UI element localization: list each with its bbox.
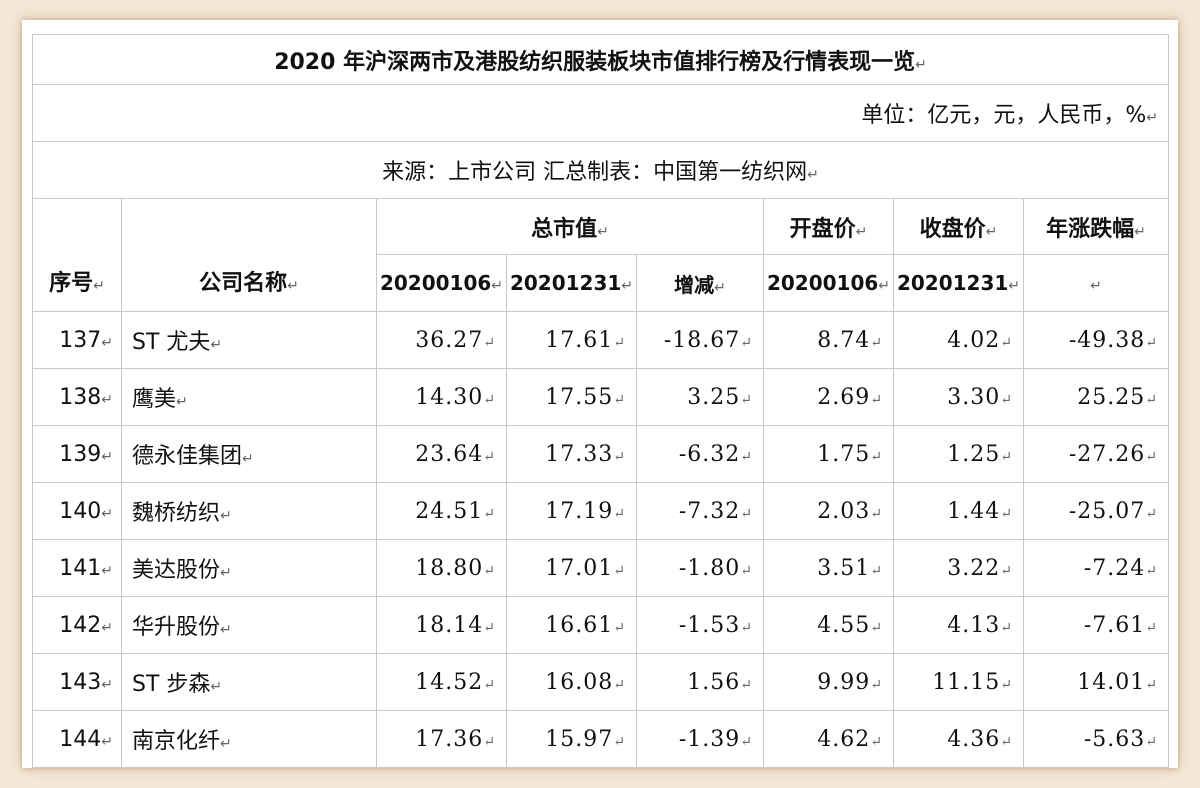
- cell-mc-start: 17.36↵: [376, 710, 507, 768]
- cell-mc-start: 18.14↵: [376, 596, 507, 654]
- cell-mc-start: 23.64↵: [376, 425, 507, 483]
- cell-mc-change: -18.67↵: [636, 311, 764, 369]
- cell-close: 4.02↵: [893, 311, 1024, 369]
- cell-close: 4.13↵: [893, 596, 1024, 654]
- cell-change: -7.61↵: [1022, 596, 1170, 654]
- cell-company: 鹰美↵: [121, 368, 377, 426]
- cell-company: 华升股份↵: [121, 596, 377, 654]
- cell-close: 4.36↵: [893, 710, 1024, 768]
- cell-change: -49.38↵: [1022, 311, 1170, 369]
- header-close-price: 收盘价↵: [893, 198, 1024, 255]
- cell-mc-start: 14.30↵: [376, 368, 507, 426]
- cell-change: -7.24↵: [1022, 539, 1170, 597]
- cell-change: 25.25↵: [1022, 368, 1170, 426]
- cell-company: 德永佳集团↵: [121, 425, 377, 483]
- cell-company: ST 尤夫↵: [121, 311, 377, 369]
- document-frame: 2020 年沪深两市及港股纺织服装板块市值排行榜及行情表现一览↵ 单位：亿元，元…: [22, 20, 1178, 768]
- unit-note: 单位：亿元，元，人民币，%↵: [31, 84, 1170, 142]
- cell-mc-change: 1.56↵: [636, 653, 764, 711]
- cell-index: 140↵: [32, 482, 122, 540]
- cell-company: ST 步森↵: [121, 653, 377, 711]
- table-row: 138↵ 鹰美↵ 14.30↵ 17.55↵ 3.25↵ 2.69↵ 3.30↵…: [32, 368, 1170, 426]
- cell-index: 143↵: [32, 653, 122, 711]
- cell-mc-start: 24.51↵: [376, 482, 507, 540]
- cell-open: 9.99↵: [763, 653, 894, 711]
- header-mc-change: 增减↵: [636, 254, 764, 312]
- cell-mc-change: -1.80↵: [636, 539, 764, 597]
- cell-mc-start: 14.52↵: [376, 653, 507, 711]
- table-row: 141↵ 美达股份↵ 18.80↵ 17.01↵ -1.80↵ 3.51↵ 3.…: [32, 539, 1170, 597]
- header-close-date: 20201231↵: [893, 254, 1024, 312]
- cell-mc-end: 17.61↵: [506, 311, 637, 369]
- market-cap-table: 2020 年沪深两市及港股纺织服装板块市值排行榜及行情表现一览↵ 单位：亿元，元…: [31, 34, 1170, 768]
- table-row: 137↵ ST 尤夫↵ 36.27↵ 17.61↵ -18.67↵ 8.74↵ …: [32, 311, 1170, 369]
- cell-change: -27.26↵: [1022, 425, 1170, 483]
- cell-mc-change: -7.32↵: [636, 482, 764, 540]
- cell-change: -5.63↵: [1022, 710, 1170, 768]
- cell-company: 魏桥纺织↵: [121, 482, 377, 540]
- cell-mc-end: 16.08↵: [506, 653, 637, 711]
- cell-open: 4.55↵: [763, 596, 894, 654]
- cell-mc-end: 15.97↵: [506, 710, 637, 768]
- cell-open: 2.69↵: [763, 368, 894, 426]
- header-mc-start: 20200106↵: [376, 254, 507, 312]
- cell-mc-change: -1.39↵: [636, 710, 764, 768]
- table-row: 143↵ ST 步森↵ 14.52↵ 16.08↵ 1.56↵ 9.99↵ 11…: [32, 653, 1170, 711]
- header-open-price: 开盘价↵: [763, 198, 894, 255]
- table-row: 139↵ 德永佳集团↵ 23.64↵ 17.33↵ -6.32↵ 1.75↵ 1…: [32, 425, 1170, 483]
- cell-open: 1.75↵: [763, 425, 894, 483]
- cell-index: 138↵: [32, 368, 122, 426]
- cell-mc-end: 16.61↵: [506, 596, 637, 654]
- cell-open: 8.74↵: [763, 311, 894, 369]
- cell-close: 3.22↵: [893, 539, 1024, 597]
- cell-change: -25.07↵: [1022, 482, 1170, 540]
- cell-mc-end: 17.01↵: [506, 539, 637, 597]
- cell-mc-start: 36.27↵: [376, 311, 507, 369]
- cell-close: 11.15↵: [893, 653, 1024, 711]
- cell-mc-end: 17.33↵: [506, 425, 637, 483]
- cell-mc-end: 17.19↵: [506, 482, 637, 540]
- cell-index: 141↵: [32, 539, 122, 597]
- cell-index: 139↵: [32, 425, 122, 483]
- cell-mc-change: -6.32↵: [636, 425, 764, 483]
- header-market-cap: 总市值↵: [376, 198, 764, 255]
- cell-company: 美达股份↵: [121, 539, 377, 597]
- cell-change: 14.01↵: [1022, 653, 1170, 711]
- cell-open: 3.51↵: [763, 539, 894, 597]
- cell-close: 1.44↵: [893, 482, 1024, 540]
- cell-company: 南京化纤↵: [121, 710, 377, 768]
- cell-index: 142↵: [32, 596, 122, 654]
- table-row: 142↵ 华升股份↵ 18.14↵ 16.61↵ -1.53↵ 4.55↵ 4.…: [32, 596, 1170, 654]
- cell-index: 144↵: [32, 710, 122, 768]
- header-company: 公司名称↵: [121, 198, 377, 312]
- cell-mc-start: 18.80↵: [376, 539, 507, 597]
- header-open-date: 20200106↵: [763, 254, 894, 312]
- header-mc-end: 20201231↵: [506, 254, 637, 312]
- cell-mc-change: -1.53↵: [636, 596, 764, 654]
- table-row: 144↵ 南京化纤↵ 17.36↵ 15.97↵ -1.39↵ 4.62↵ 4.…: [32, 710, 1170, 768]
- cell-mc-end: 17.55↵: [506, 368, 637, 426]
- header-annual-change: 年涨跌幅↵: [1022, 198, 1170, 255]
- cell-close: 1.25↵: [893, 425, 1024, 483]
- cell-open: 4.62↵: [763, 710, 894, 768]
- cell-index: 137↵: [32, 311, 122, 369]
- table-row: 140↵ 魏桥纺织↵ 24.51↵ 17.19↵ -7.32↵ 2.03↵ 1.…: [32, 482, 1170, 540]
- source-note: 来源：上市公司 汇总制表：中国第一纺织网↵: [31, 141, 1170, 199]
- cell-open: 2.03↵: [763, 482, 894, 540]
- cell-close: 3.30↵: [893, 368, 1024, 426]
- header-index: 序号↵: [32, 198, 122, 312]
- table-title: 2020 年沪深两市及港股纺织服装板块市值排行榜及行情表现一览↵: [31, 34, 1170, 85]
- cell-mc-change: 3.25↵: [636, 368, 764, 426]
- header-change-blank: ↵: [1022, 254, 1170, 312]
